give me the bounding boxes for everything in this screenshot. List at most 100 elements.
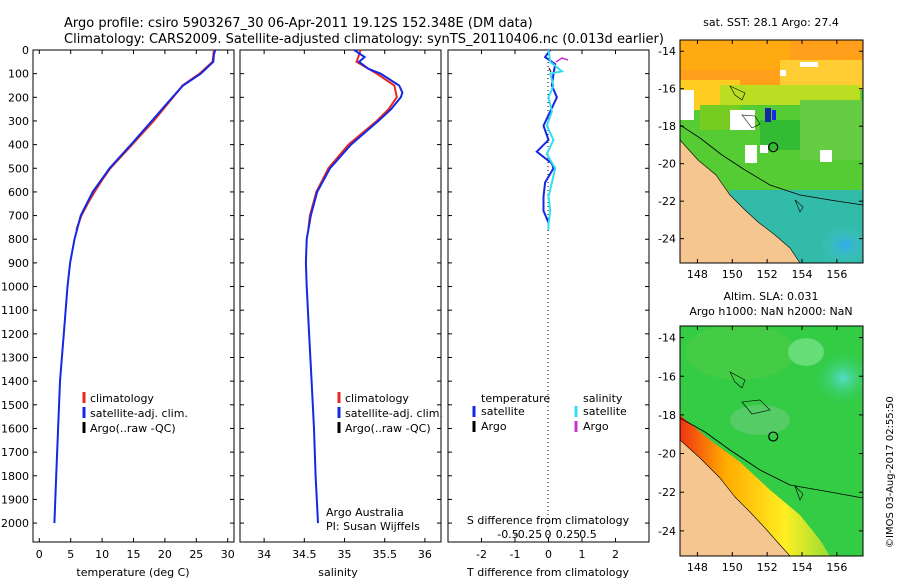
lon-tick-label: 154 <box>792 268 813 281</box>
x-tick-label: 2 <box>612 548 619 561</box>
depth-tick-label: 400 <box>8 139 29 152</box>
lon-tick-label: 156 <box>826 268 847 281</box>
lat-tick-label: -18 <box>658 409 676 422</box>
difference-legend: temperature salinity satellite Argo sate… <box>472 392 627 433</box>
depth-tick-label: 800 <box>8 233 29 246</box>
x-tick-label: -1 <box>510 548 521 561</box>
lat-tick-label: -24 <box>658 525 676 538</box>
lon-tick-label: 150 <box>722 268 743 281</box>
x-tick-label: 35 <box>338 548 352 561</box>
x-tick-label: 0 <box>36 548 43 561</box>
temperature-argo-line <box>548 67 552 73</box>
depth-tick-label: 1900 <box>1 493 29 506</box>
operator-annotation: Argo Australia <box>326 506 404 519</box>
x-tick-label: 36 <box>418 548 432 561</box>
legend-label-climatology: climatology <box>345 392 409 405</box>
lat-tick-label: -20 <box>658 158 676 171</box>
lat-tick-label: -14 <box>658 332 676 345</box>
legend-header-salinity: salinity <box>583 392 623 405</box>
lat-tick-label: -18 <box>658 120 676 133</box>
x-tick-label: 20 <box>158 548 172 561</box>
lat-tick-label: -14 <box>658 45 676 58</box>
legend-label-t-argo: Argo <box>481 420 507 433</box>
x-tick-label: 15 <box>127 548 141 561</box>
x-tick-label: 35.5 <box>372 548 397 561</box>
series-line <box>304 49 404 524</box>
s-tick-label: -0.5 <box>497 528 518 541</box>
depth-tick-label: 1300 <box>1 352 29 365</box>
sst-map-ticks: 148 150 152 154 156 -14 -16 -18 -20 -22 -24 <box>658 40 863 281</box>
difference-panel: -2 -1 0 1 2 -0.5-0.25 0 0.25 0.5 temperature sal… <box>447 49 650 579</box>
depth-tick-label: 1100 <box>1 304 29 317</box>
sla-map-title-1: Altim. SLA: 0.031 <box>723 290 818 303</box>
legend-label-s-argo: Argo <box>583 420 609 433</box>
depth-tick-label: 0 <box>22 44 29 57</box>
salinity-ticks: 34 34.5 35 35.5 36 <box>240 49 441 561</box>
s-tick-label: -0.25 <box>514 528 542 541</box>
depth-tick-label: 700 <box>8 210 29 223</box>
series-line <box>535 49 558 230</box>
depth-tick-label: 500 <box>8 162 29 175</box>
depth-tick-label: 1200 <box>1 328 29 341</box>
temperature-legend: climatology satellite-adj. clim. Argo(..… <box>82 392 188 435</box>
lon-tick-label: 152 <box>757 561 778 574</box>
temperature-xlabel: temperature (deg C) <box>76 566 189 579</box>
sst-map-panel: sat. SST: 28.1 Argo: 27.4 <box>658 16 864 281</box>
legend-header-temperature: temperature <box>481 392 550 405</box>
sla-map-panel: Altim. SLA: 0.031 Argo h1000: NaN h2000:… <box>658 290 864 574</box>
salinity-panel: 34 34.5 35 35.5 36 climatology satellite-adj… <box>239 49 443 579</box>
lon-tick-label: 152 <box>757 268 778 281</box>
depth-tick-label: 200 <box>8 91 29 104</box>
salinity-xlabel: salinity <box>318 566 358 579</box>
sla-map-title-2: Argo h1000: NaN h2000: NaN <box>689 305 852 318</box>
title-line-1: Argo profile: csiro 5903267_30 06-Apr-20… <box>64 16 533 31</box>
t-difference-xlabel: T difference from climatology <box>466 566 629 579</box>
profile-marker <box>768 142 779 153</box>
x-tick-label: -2 <box>476 548 487 561</box>
depth-tick-label: 1000 <box>1 281 29 294</box>
series-line <box>545 49 565 230</box>
salinity-axes-frame <box>239 49 442 543</box>
sst-map-field <box>680 40 863 263</box>
depth-tick-label: 1700 <box>1 446 29 459</box>
x-tick-label: 34.5 <box>292 548 317 561</box>
depth-tick-label: 900 <box>8 257 29 270</box>
lat-tick-label: -22 <box>658 195 676 208</box>
temperature-axes-frame <box>32 49 235 543</box>
depth-tick-label: 1400 <box>1 375 29 388</box>
depth-tick-label: 1800 <box>1 470 29 483</box>
difference-axes-frame <box>447 49 650 543</box>
temperature-panel: 0100200300400500600700800900100011001200… <box>1 44 235 579</box>
lon-tick-label: 148 <box>687 268 708 281</box>
temperature-ticks: 0100200300400500600700800900100011001200… <box>1 44 235 561</box>
salinity-legend: climatology satellite-adj. clim. Argo(..… <box>337 392 443 435</box>
s-difference-xlabel: S difference from climatology <box>467 514 630 527</box>
x-tick-label: 1 <box>579 548 586 561</box>
legend-label-satellite: satellite-adj. clim. <box>345 407 443 420</box>
sla-map-ticks: 148 150 152 154 156 -14 -16 -18 -20 -22 -24 <box>658 326 863 574</box>
legend-label-argo: Argo(..raw -QC) <box>90 422 176 435</box>
lat-tick-label: -16 <box>658 83 676 96</box>
legend-label-climatology: climatology <box>90 392 154 405</box>
lon-tick-label: 156 <box>826 561 847 574</box>
legend-label-argo: Argo(..raw -QC) <box>345 422 431 435</box>
sst-map-frame <box>679 39 864 264</box>
lat-tick-label: -16 <box>658 370 676 383</box>
legend-label-s-satellite: satellite <box>583 405 627 418</box>
depth-tick-label: 100 <box>8 68 29 81</box>
s-tick-label: 0 <box>545 528 552 541</box>
temperature-lines <box>53 49 217 524</box>
x-tick-label: 25 <box>189 548 203 561</box>
depth-tick-label: 1500 <box>1 399 29 412</box>
depth-tick-label: 600 <box>8 186 29 199</box>
depth-tick-label: 2000 <box>1 517 29 530</box>
x-tick-label: 10 <box>95 548 109 561</box>
legend-label-satellite: satellite-adj. clim. <box>90 407 188 420</box>
difference-ticks: -2 -1 0 1 2 -0.5-0.25 0 0.25 0.5 <box>448 49 649 561</box>
series-line <box>53 49 217 524</box>
lon-tick-label: 150 <box>722 561 743 574</box>
x-tick-label: 34 <box>257 548 271 561</box>
legend-label-t-satellite: satellite <box>481 405 525 418</box>
salinity-argo-line <box>555 57 569 63</box>
